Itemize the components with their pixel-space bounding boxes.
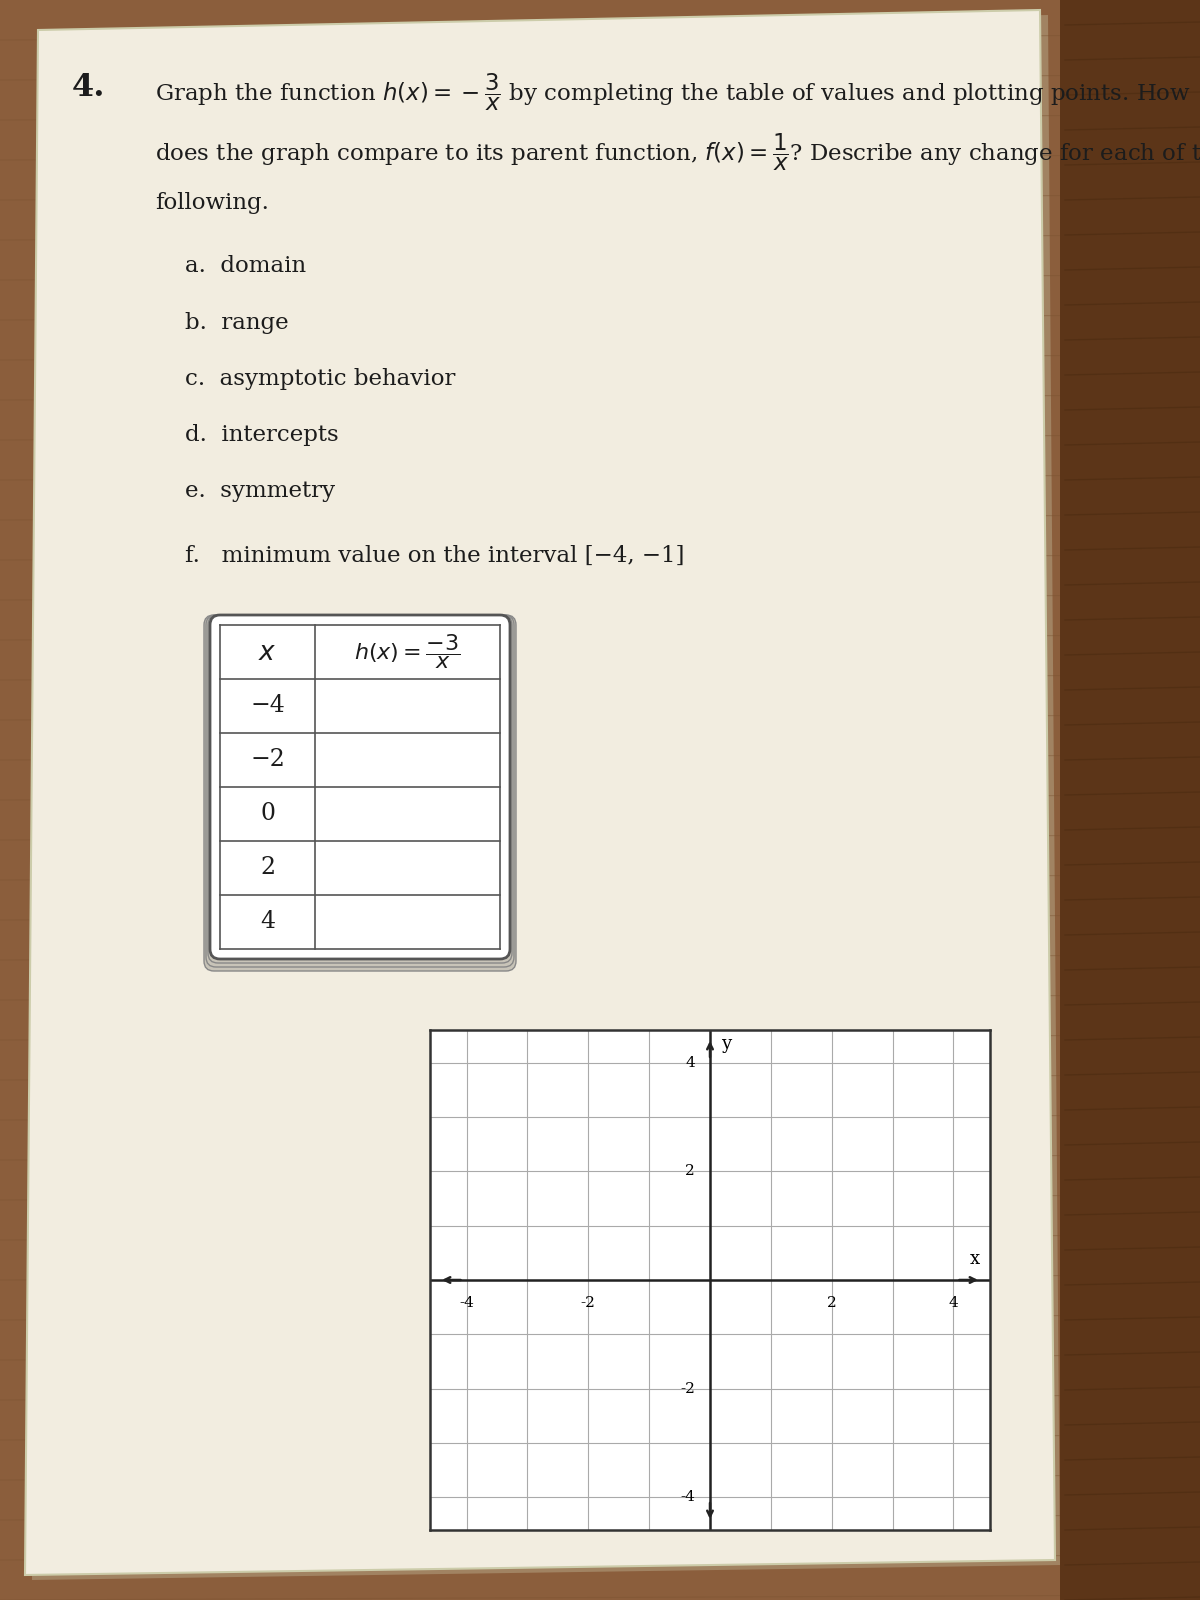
Text: d.  intercepts: d. intercepts <box>185 424 338 446</box>
Text: -2: -2 <box>680 1382 695 1395</box>
Text: 2: 2 <box>685 1165 695 1178</box>
Text: 0: 0 <box>260 803 275 826</box>
Text: −2: −2 <box>250 749 284 771</box>
Text: 2: 2 <box>827 1296 836 1310</box>
Text: -4: -4 <box>460 1296 474 1310</box>
Text: $h(x) = \dfrac{-3}{x}$: $h(x) = \dfrac{-3}{x}$ <box>354 632 461 672</box>
Text: −4: −4 <box>250 694 284 717</box>
Text: f.   minimum value on the interval [−4, −1]: f. minimum value on the interval [−4, −1… <box>185 546 684 566</box>
FancyBboxPatch shape <box>204 614 516 971</box>
Polygon shape <box>32 14 1060 1581</box>
Text: Graph the function $h(x)=-\dfrac{3}{x}$ by completing the table of values and pl: Graph the function $h(x)=-\dfrac{3}{x}$ … <box>155 72 1192 114</box>
Text: y: y <box>721 1035 731 1053</box>
Text: 2: 2 <box>260 856 275 880</box>
Text: -4: -4 <box>680 1490 695 1504</box>
Text: x: x <box>970 1250 980 1269</box>
Text: -2: -2 <box>581 1296 595 1310</box>
Text: b.  range: b. range <box>185 312 289 334</box>
Text: 4: 4 <box>949 1296 959 1310</box>
FancyBboxPatch shape <box>206 614 514 966</box>
Text: c.  asymptotic behavior: c. asymptotic behavior <box>185 368 455 390</box>
Text: e.  symmetry: e. symmetry <box>185 480 335 502</box>
Text: 4.: 4. <box>72 72 106 102</box>
Bar <box>1060 0 1200 1600</box>
Text: $x$: $x$ <box>258 640 277 664</box>
Text: a.  domain: a. domain <box>185 254 306 277</box>
FancyBboxPatch shape <box>210 614 510 958</box>
Text: 4: 4 <box>260 910 275 933</box>
Text: does the graph compare to its parent function, $f(x) = \dfrac{1}{x}$? Describe a: does the graph compare to its parent fun… <box>155 133 1200 173</box>
Text: 4: 4 <box>685 1056 695 1070</box>
Polygon shape <box>25 10 1055 1574</box>
Text: following.: following. <box>155 192 269 214</box>
FancyBboxPatch shape <box>208 614 512 963</box>
